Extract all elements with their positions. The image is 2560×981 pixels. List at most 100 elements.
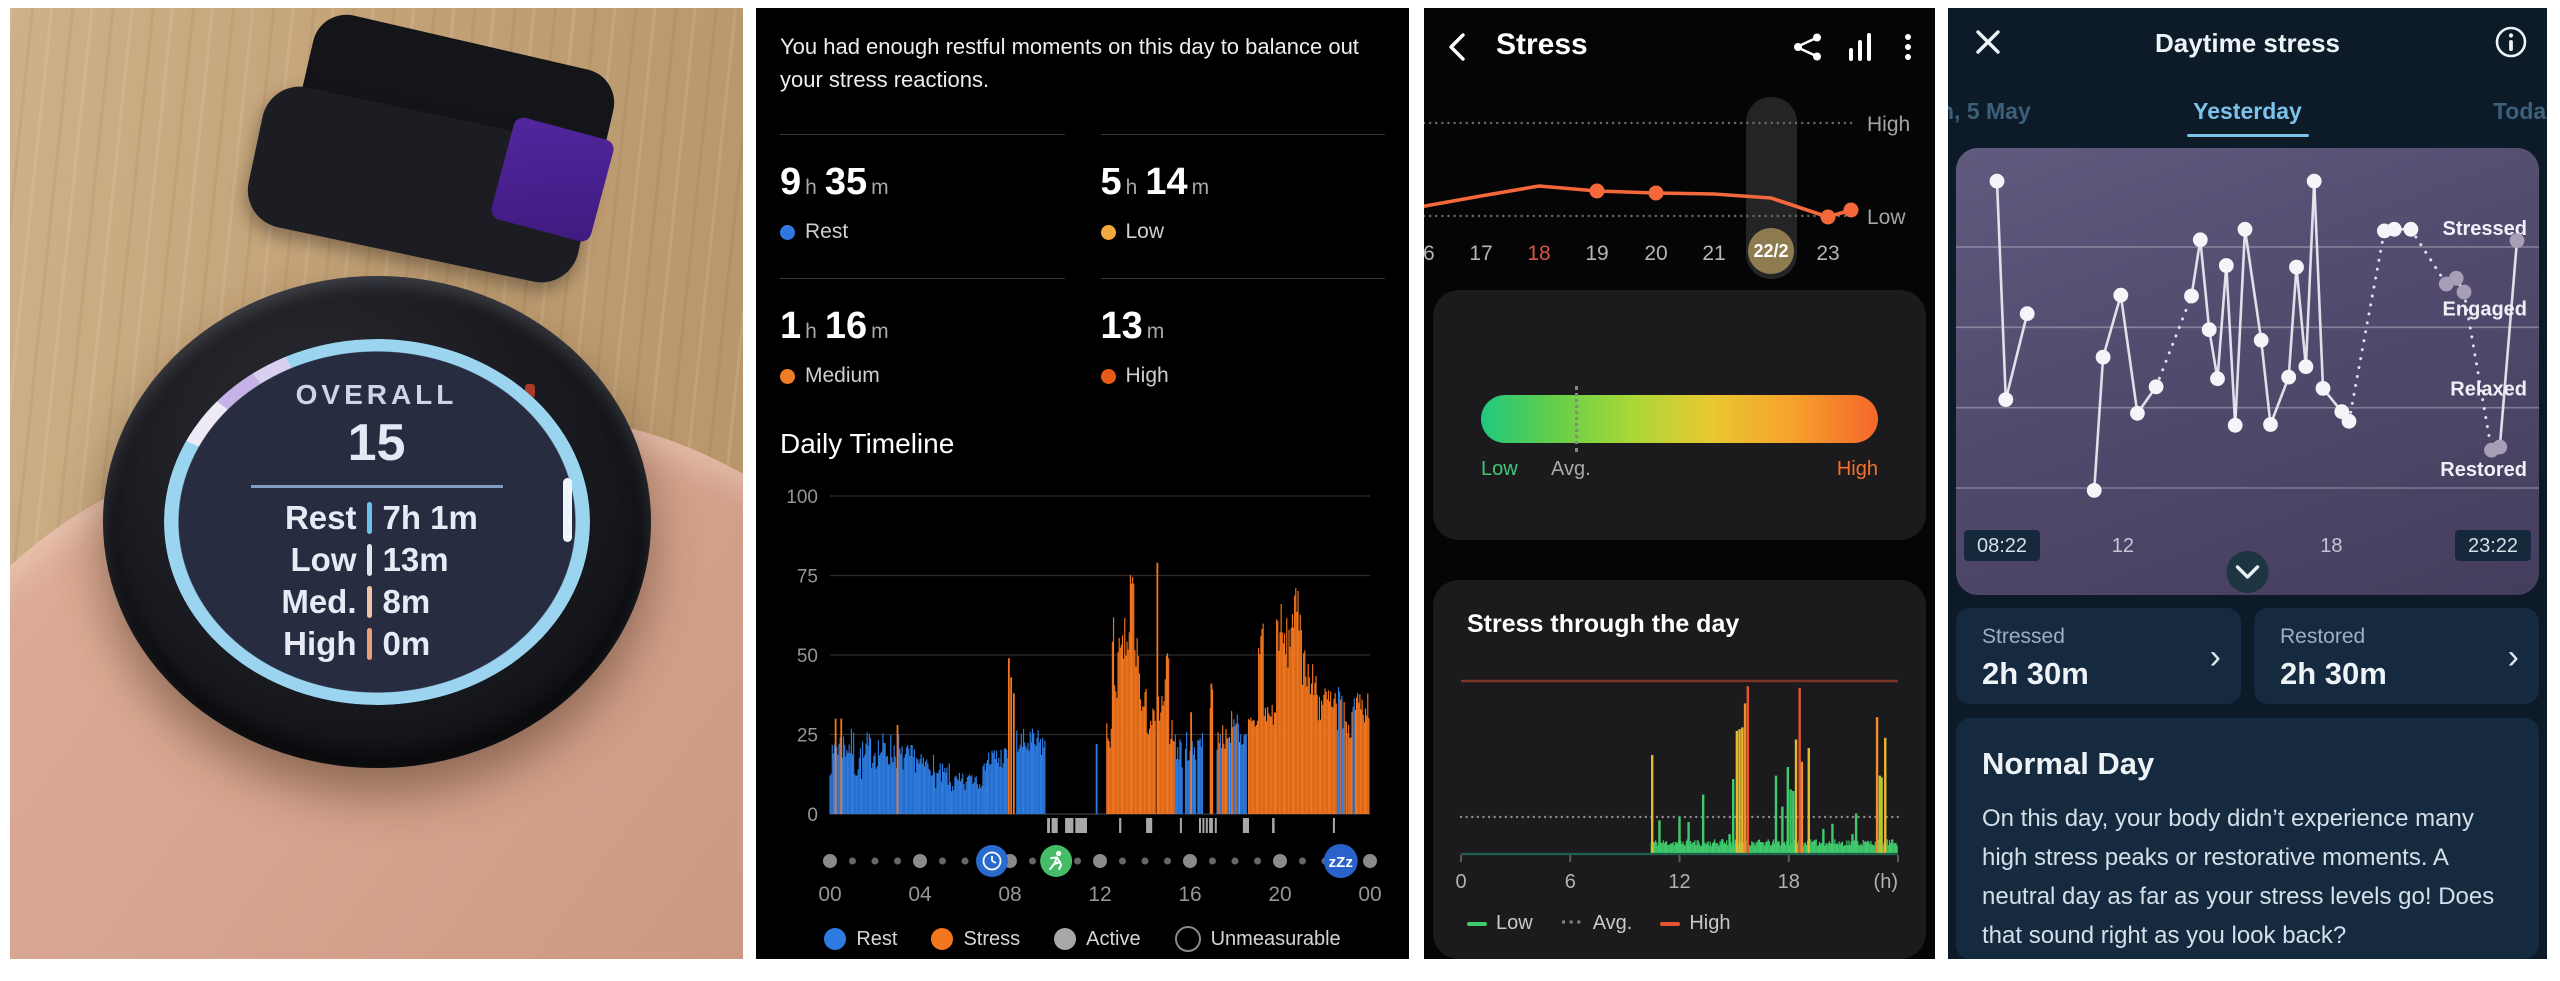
row-separator — [367, 628, 372, 661]
stress-stat-card-restored[interactable]: Restored 2h 30m › — [2254, 608, 2539, 704]
duration-value: 5 h 14 m — [1100, 161, 1210, 203]
stat-label: Stressed — [1982, 625, 2065, 648]
svg-text:12: 12 — [1088, 883, 1111, 906]
svg-text:16: 16 — [1424, 242, 1435, 265]
svg-text:04: 04 — [908, 883, 932, 906]
gauge-marker — [562, 477, 572, 542]
legend-swatch — [1467, 921, 1487, 926]
timeline-legend: Rest Stress Active Unmeasurable — [756, 926, 1409, 952]
svg-text:00: 00 — [1358, 883, 1381, 906]
legend-item: ··· Avg. — [1560, 912, 1633, 934]
svg-text:22/2: 22/2 — [1753, 241, 1788, 261]
daily-timeline-chart[interactable]: 0 25 50 75 100 zZz 00 04 08 12 16 20 00 — [756, 466, 1409, 923]
stress-duration-cell: 1 h 16 m Medium — [780, 278, 1065, 422]
svg-text:21: 21 — [1702, 242, 1725, 265]
daytime-stress-chart-card[interactable]: Stressed Engaged Relaxed Restored 08:22 12 18 2… — [1956, 148, 2539, 595]
svg-text:12: 12 — [1668, 871, 1690, 893]
fitbit-daytime-stress-panel: Daytime stress n, 5 May Yesterday Today … — [1948, 8, 2547, 959]
svg-text:18: 18 — [1778, 871, 1800, 893]
svg-text:Restored: Restored — [2440, 459, 2527, 481]
watch-face: OVERALL 15 Rest 7h 1m Low 13m Med. 8m High 0m — [186, 361, 568, 683]
svg-text:0: 0 — [1455, 871, 1466, 893]
share-icon[interactable] — [1791, 32, 1825, 62]
row-value: 8m — [382, 583, 431, 621]
svg-text:18: 18 — [1527, 242, 1550, 265]
tab-previous-day[interactable]: n, 5 May — [1948, 98, 2031, 124]
svg-text:Low: Low — [1867, 206, 1906, 229]
tab-yesterday[interactable]: Yesterday — [2193, 98, 2302, 124]
legend-swatch — [931, 928, 954, 950]
weekly-stress-chart[interactable]: High Low 16 17 18 19 20 21 22/2 23 — [1424, 64, 1935, 295]
close-icon[interactable] — [1970, 24, 2006, 60]
stress-duration-cell: 5 h 14 m Low — [1100, 134, 1386, 278]
row-separator — [367, 544, 372, 577]
row-value: 13m — [382, 541, 449, 579]
duration-label: Low — [1100, 220, 1386, 244]
duration-label: Medium — [780, 364, 1065, 388]
duration-value: 9 h 35 m — [780, 161, 889, 203]
svg-text:08: 08 — [998, 883, 1021, 906]
daily-timeline-title: Daily Timeline — [780, 428, 955, 459]
info-icon[interactable] — [2493, 24, 2529, 60]
page-title: Stress — [1496, 28, 1588, 61]
svg-text:75: 75 — [797, 567, 818, 588]
stress-breakdown: Rest 7h 1m Low 13m Med. 8m High 0m — [239, 498, 515, 664]
legend-swatch — [1054, 928, 1077, 950]
tab-today[interactable]: Today — [2492, 98, 2547, 124]
svg-text:17: 17 — [1469, 242, 1492, 265]
svg-text:0: 0 — [807, 805, 818, 826]
runner-icon — [1040, 845, 1073, 877]
back-icon[interactable] — [1442, 30, 1476, 64]
legend-swatch — [824, 928, 847, 950]
bezel-red-dot — [525, 383, 536, 398]
legend-swatch — [1174, 926, 1201, 952]
watch-stress-row: Low 13m — [239, 540, 515, 580]
svg-text:High: High — [1867, 113, 1910, 136]
row-separator — [367, 502, 372, 535]
more-menu-icon[interactable] — [1891, 32, 1925, 62]
legend-swatch — [1660, 921, 1681, 926]
svg-text:19: 19 — [1585, 242, 1608, 265]
bar-chart-icon[interactable] — [1843, 32, 1877, 62]
stress-through-day-card: Stress through the day 0 6 12 18 (h) Low ··· A… — [1433, 580, 1926, 959]
svg-text:23: 23 — [1816, 242, 1839, 265]
level-color-dot — [780, 368, 795, 384]
stress-stat-card-stressed[interactable]: Stressed 2h 30m › — [1956, 608, 2241, 704]
stress-summary-text: You had enough restful moments on this d… — [780, 34, 1359, 92]
stress-stat-cards: Stressed 2h 30m › Restored 2h 30m › — [1956, 608, 2539, 704]
watch-stress-row: High 0m — [239, 624, 515, 664]
svg-text:zZz: zZz — [1329, 854, 1353, 871]
header: Stress — [1424, 20, 1935, 76]
svg-text:20: 20 — [1644, 242, 1667, 265]
svg-text:23:22: 23:22 — [2468, 535, 2518, 557]
row-label: Low — [290, 541, 357, 579]
stress-day-chart[interactable]: 0 6 12 18 (h) — [1433, 580, 1926, 959]
row-label: Rest — [284, 499, 357, 537]
gauge-high-label: High — [1836, 458, 1878, 480]
row-label: High — [283, 625, 357, 663]
header: Daytime stress — [1948, 22, 2547, 66]
svg-text:Relaxed: Relaxed — [2450, 379, 2527, 401]
insight-title: Normal Day — [1982, 746, 2155, 781]
date-tabs: n, 5 May Yesterday Today — [1948, 94, 2547, 138]
svg-text:(h): (h) — [1874, 871, 1898, 893]
page-title: Daytime stress — [2155, 28, 2340, 58]
insight-body: On this day, your body didn’t experience… — [1982, 805, 2495, 949]
svg-text:25: 25 — [797, 726, 818, 747]
svg-text:100: 100 — [786, 487, 818, 508]
watch-stress-row: Med. 8m — [239, 582, 515, 622]
divider — [250, 485, 503, 489]
legend-item: Rest — [824, 926, 897, 952]
legend-item: Active — [1054, 926, 1141, 952]
stress-range-card: Low Avg. High — [1433, 290, 1926, 540]
overall-label: OVERALL — [295, 379, 458, 411]
stat-value: 2h 30m — [2280, 656, 2387, 691]
svg-text:Engaged: Engaged — [2443, 298, 2527, 320]
gauge-low-label: Low — [1481, 458, 1518, 480]
gauge-avg-label: Avg. — [1551, 458, 1591, 480]
active-tab-underline — [2186, 134, 2309, 137]
overall-value: 15 — [347, 414, 406, 473]
expand-chevron-button[interactable] — [2226, 551, 2269, 593]
svg-text:00: 00 — [818, 883, 841, 906]
